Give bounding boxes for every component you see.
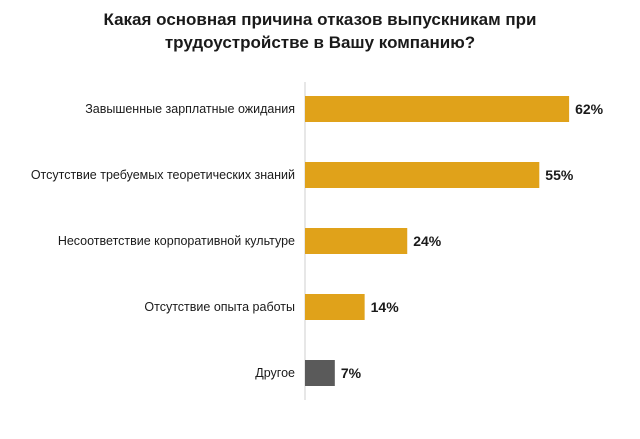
category-label: Другое <box>255 366 295 380</box>
bar <box>305 360 335 386</box>
category-label: Отсутствие требуемых теоретических знани… <box>31 168 295 182</box>
bars-group: Завышенные зарплатные ожидания 62% Отсутст… <box>31 96 604 386</box>
category-label: Завышенные зарплатные ожидания <box>85 102 295 116</box>
chart-title-line-2: трудоустройстве в Вашу компанию? <box>164 33 476 52</box>
value-label: 55% <box>545 167 574 183</box>
chart-title-line-1: Какая основная причина отказов выпускник… <box>103 10 537 29</box>
value-label: 14% <box>371 299 400 315</box>
category-label: Несоответствие корпоративной культуре <box>58 234 295 248</box>
bar <box>305 294 365 320</box>
value-label: 24% <box>413 233 442 249</box>
category-label: Отсутствие опыта работы <box>144 300 295 314</box>
value-label: 7% <box>341 365 362 381</box>
bar <box>305 228 408 254</box>
bar <box>305 162 540 188</box>
chart-title: Какая основная причина отказов выпускник… <box>40 8 600 54</box>
bar <box>305 96 570 122</box>
value-label: 62% <box>575 101 604 117</box>
